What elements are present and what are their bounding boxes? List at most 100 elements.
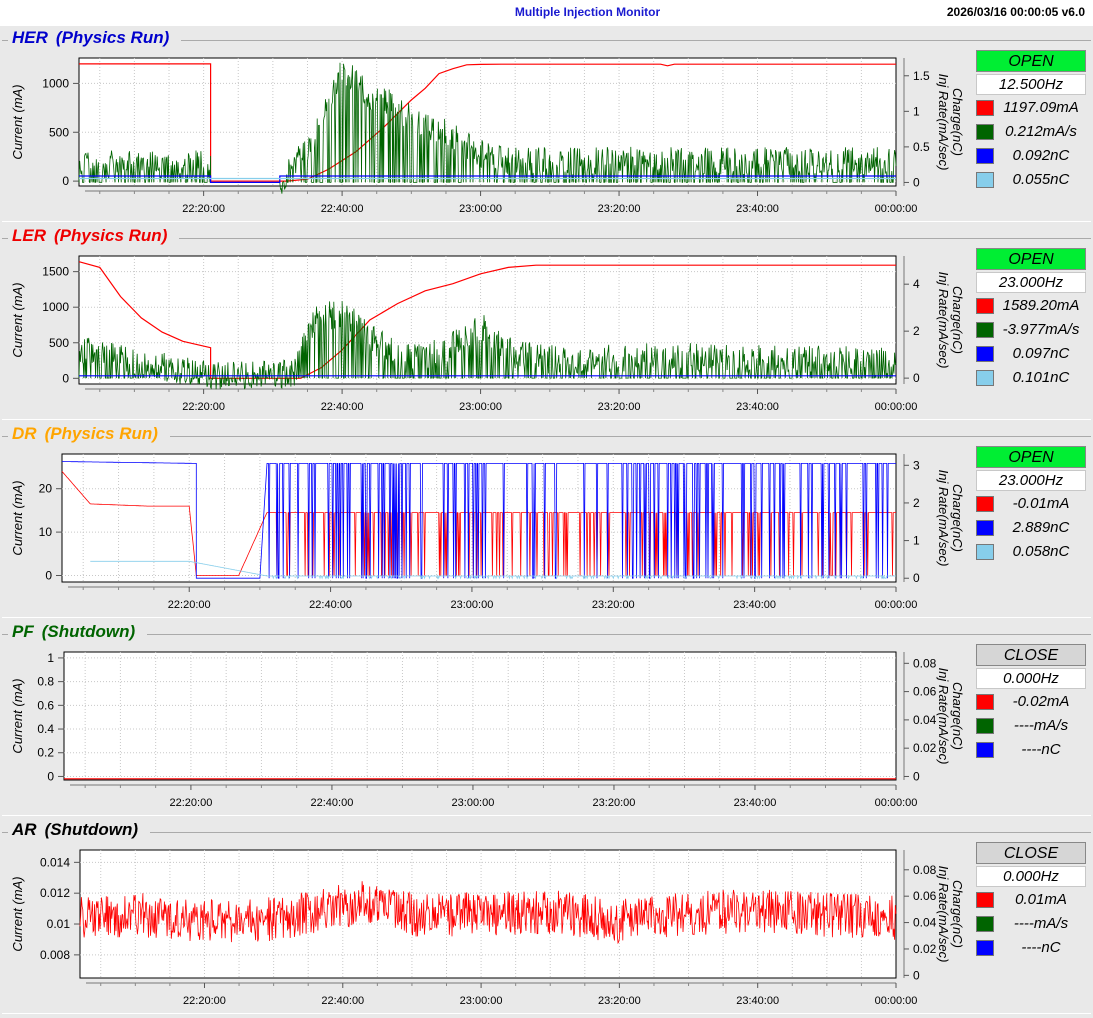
- y-right-axis-title: Charge(nC): [950, 88, 965, 156]
- legend-swatch: [976, 124, 994, 140]
- panel-frame: [2, 40, 1091, 222]
- legend-value: -3.977mA/s: [1002, 321, 1080, 338]
- legend-item: 1589.20mA: [976, 296, 1088, 318]
- legend-item: 0.055nC: [976, 170, 1088, 192]
- legend-value: ----nC: [1021, 939, 1061, 956]
- y-left-axis-title: Current (mA): [10, 876, 25, 951]
- timestamp: 2026/03/16 00:00:05 v6.0: [946, 5, 1085, 19]
- chart-svg: 22:20:00 22:40:00 23:00:00 23:20:00 23:40:00…: [10, 57, 965, 215]
- legend-item: 2.889nC: [976, 518, 1088, 540]
- injection-rate-field: 23.000Hz: [976, 470, 1086, 491]
- legend-swatch: [976, 496, 994, 512]
- y-right-tick-label: 1.5: [913, 69, 930, 83]
- x-tick-label: 23:20:00: [593, 797, 636, 809]
- x-tick-label: 22:20:00: [182, 401, 225, 413]
- y-left-tick-label: 20: [39, 482, 53, 496]
- y-right-tick-label: 0: [913, 371, 920, 385]
- panel-mode: (Shutdown): [41, 622, 136, 641]
- y-left-tick-label: 0.014: [40, 855, 70, 869]
- y-right-tick-label: 0.06: [913, 889, 937, 903]
- legend-swatch: [976, 148, 994, 164]
- y-left-tick-label: 0.008: [40, 948, 70, 962]
- panel-name: HER: [12, 28, 48, 47]
- legend-swatch: [976, 298, 994, 314]
- legend-value: 1589.20mA: [1002, 297, 1080, 314]
- y-left-tick-label: 0: [45, 568, 52, 582]
- injection-rate-field: 23.000Hz: [976, 272, 1086, 293]
- x-tick-label: 22:40:00: [321, 401, 364, 413]
- y-left-tick-label: 500: [49, 336, 69, 350]
- beam-status-badge: OPEN: [976, 248, 1086, 270]
- panel-mode: (Shutdown): [44, 820, 139, 839]
- legend-swatch: [976, 916, 994, 932]
- y-left-axis-title: Current (mA): [10, 678, 25, 753]
- y-right-tick-label: 0: [913, 175, 920, 189]
- legend-value: 1197.09mA: [1003, 99, 1079, 116]
- y-right-tick-label: 0: [913, 571, 920, 585]
- y-right-tick-label: 0.08: [913, 863, 937, 877]
- y-right-axis-title: Charge(nC): [950, 880, 965, 948]
- legend-swatch: [976, 718, 994, 734]
- y-left-tick-label: 0.012: [40, 886, 70, 900]
- x-tick-label: 23:20:00: [592, 599, 635, 611]
- legend-swatch: [976, 892, 994, 908]
- panel-dr: DR (Physics Run) OPEN 23.000Hz -0.01mA 2.889n…: [0, 424, 1093, 622]
- x-tick-label: 22:20:00: [183, 995, 226, 1007]
- y-right-axis-title: Inj Rate(mA/sec): [936, 470, 951, 567]
- series-line-her-2: [79, 175, 896, 183]
- panel-title: PF (Shutdown): [8, 622, 148, 642]
- legend-item: -0.02mA: [976, 692, 1088, 714]
- x-tick-label: 23:20:00: [598, 401, 641, 413]
- injection-rate-field: 0.000Hz: [976, 668, 1086, 689]
- legend-value: -0.01mA: [1012, 495, 1070, 512]
- y-left-axis-title: Current (mA): [10, 480, 25, 555]
- y-right-tick-label: 2: [913, 496, 920, 510]
- legend-value: 0.058nC: [1012, 543, 1070, 560]
- panel-frame: [2, 832, 1091, 1014]
- panel-mode: (Physics Run): [54, 226, 168, 245]
- legend-item: -3.977mA/s: [976, 320, 1088, 342]
- beam-status-badge: OPEN: [976, 446, 1086, 468]
- y-left-tick-label: 0.2: [37, 746, 54, 760]
- chart-svg: 22:20:00 22:40:00 23:00:00 23:20:00 23:40:00…: [10, 849, 965, 1007]
- panel-frame: [2, 436, 1091, 618]
- y-right-tick-label: 1: [913, 534, 920, 548]
- panel-title: AR (Shutdown): [8, 820, 151, 840]
- legend-item: 0.092nC: [976, 146, 1088, 168]
- y-left-axis-title: Current (mA): [10, 84, 25, 159]
- legend-swatch: [976, 940, 994, 956]
- y-left-tick-label: 1000: [42, 76, 69, 90]
- y-left-tick-label: 0: [62, 174, 69, 188]
- legend-item: ----mA/s: [976, 716, 1088, 738]
- legend-swatch: [976, 100, 994, 116]
- legend-item: ----nC: [976, 938, 1088, 960]
- panel-name: PF: [12, 622, 34, 641]
- legend-value: ----mA/s: [1013, 717, 1069, 734]
- panel-her: HER (Physics Run) OPEN 12.500Hz 1197.09mA 0.2…: [0, 28, 1093, 226]
- beam-status-badge: CLOSE: [976, 644, 1086, 666]
- legend-item: ----mA/s: [976, 914, 1088, 936]
- panel-name: LER: [12, 226, 46, 245]
- x-tick-label: 22:20:00: [170, 797, 213, 809]
- legend-item: 1197.09mA: [976, 98, 1088, 120]
- legend-swatch: [976, 742, 994, 758]
- beam-status-badge: CLOSE: [976, 842, 1086, 864]
- y-left-tick-label: 1000: [42, 300, 69, 314]
- x-tick-label: 00:00:00: [875, 203, 918, 215]
- y-right-axis-title: Inj Rate(mA/sec): [936, 272, 951, 369]
- x-tick-label: 00:00:00: [875, 995, 918, 1007]
- legend-swatch: [976, 370, 994, 386]
- y-right-tick-label: 0.5: [913, 140, 930, 154]
- legend-item: 0.058nC: [976, 542, 1088, 564]
- x-tick-label: 23:00:00: [459, 401, 502, 413]
- y-right-tick-label: 4: [913, 277, 920, 291]
- legend-value: 0.101nC: [1012, 369, 1070, 386]
- y-right-tick-label: 1: [913, 104, 920, 118]
- legend-value: 0.092nC: [1012, 147, 1070, 164]
- legend-value: 0.097nC: [1012, 345, 1070, 362]
- injection-rate-field: 12.500Hz: [976, 74, 1086, 95]
- legend-value: 0.212mA/s: [1005, 123, 1077, 140]
- y-left-tick-label: 1: [47, 651, 54, 665]
- x-tick-label: 22:40:00: [321, 995, 364, 1007]
- legend-swatch: [976, 172, 994, 188]
